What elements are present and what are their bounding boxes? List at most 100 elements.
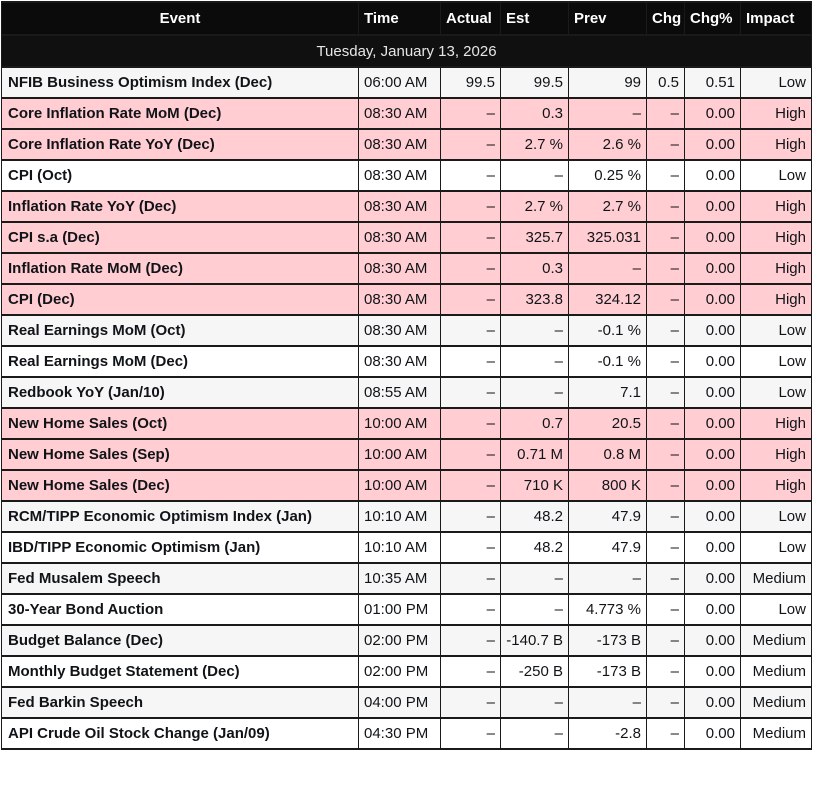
est-value: -250 B (501, 656, 569, 687)
event-row[interactable]: Real Earnings MoM (Dec) 08:30 AM – – -0.… (2, 346, 812, 377)
column-header-impact: Impact (741, 2, 812, 35)
actual-value: – (441, 129, 501, 160)
impact-badge: Low (741, 594, 812, 625)
chg-value: – (647, 532, 685, 563)
event-row[interactable]: 30-Year Bond Auction 01:00 PM – – 4.773 … (2, 594, 812, 625)
event-row[interactable]: Core Inflation Rate MoM (Dec) 08:30 AM –… (2, 98, 812, 129)
event-row[interactable]: NFIB Business Optimism Index (Dec) 06:00… (2, 67, 812, 98)
prev-value: – (569, 687, 647, 718)
column-header-event: Event (2, 2, 359, 35)
actual-value: – (441, 439, 501, 470)
event-name: NFIB Business Optimism Index (Dec) (2, 67, 359, 98)
event-name: Inflation Rate MoM (Dec) (2, 253, 359, 284)
est-value: 325.7 (501, 222, 569, 253)
actual-value: – (441, 284, 501, 315)
chg-value: – (647, 222, 685, 253)
chgpct-value: 0.00 (685, 563, 741, 594)
chg-value: – (647, 284, 685, 315)
event-row[interactable]: Budget Balance (Dec) 02:00 PM – -140.7 B… (2, 625, 812, 656)
event-row[interactable]: Real Earnings MoM (Oct) 08:30 AM – – -0.… (2, 315, 812, 346)
event-name: API Crude Oil Stock Change (Jan/09) (2, 718, 359, 749)
column-header-prev: Prev (569, 2, 647, 35)
event-row[interactable]: Fed Barkin Speech 04:00 PM – – – – 0.00 … (2, 687, 812, 718)
event-name: New Home Sales (Dec) (2, 470, 359, 501)
impact-badge: Low (741, 67, 812, 98)
event-row[interactable]: New Home Sales (Dec) 10:00 AM – 710 K 80… (2, 470, 812, 501)
est-value: – (501, 687, 569, 718)
event-time: 08:55 AM (359, 377, 441, 408)
chg-value: 0.5 (647, 67, 685, 98)
impact-badge: Medium (741, 563, 812, 594)
column-header-chg: Chg (647, 2, 685, 35)
event-time: 06:00 AM (359, 67, 441, 98)
prev-value: 325.031 (569, 222, 647, 253)
chg-value: – (647, 191, 685, 222)
event-row[interactable]: CPI (Oct) 08:30 AM – – 0.25 % – 0.00 Low (2, 160, 812, 191)
chgpct-value: 0.00 (685, 625, 741, 656)
event-name: Fed Musalem Speech (2, 563, 359, 594)
event-name: IBD/TIPP Economic Optimism (Jan) (2, 532, 359, 563)
impact-badge: Medium (741, 718, 812, 749)
event-time: 08:30 AM (359, 284, 441, 315)
impact-badge: High (741, 439, 812, 470)
chgpct-value: 0.00 (685, 501, 741, 532)
calendar-body: NFIB Business Optimism Index (Dec) 06:00… (2, 67, 812, 749)
chg-value: – (647, 129, 685, 160)
actual-value: – (441, 532, 501, 563)
chg-value: – (647, 594, 685, 625)
event-row[interactable]: Inflation Rate YoY (Dec) 08:30 AM – 2.7 … (2, 191, 812, 222)
event-row[interactable]: New Home Sales (Sep) 10:00 AM – 0.71 M 0… (2, 439, 812, 470)
prev-value: – (569, 253, 647, 284)
event-row[interactable]: CPI (Dec) 08:30 AM – 323.8 324.12 – 0.00… (2, 284, 812, 315)
actual-value: – (441, 346, 501, 377)
chgpct-value: 0.51 (685, 67, 741, 98)
chg-value: – (647, 253, 685, 284)
chg-value: – (647, 408, 685, 439)
actual-value: – (441, 501, 501, 532)
impact-badge: High (741, 129, 812, 160)
event-row[interactable]: Inflation Rate MoM (Dec) 08:30 AM – 0.3 … (2, 253, 812, 284)
event-time: 02:00 PM (359, 625, 441, 656)
prev-value: 7.1 (569, 377, 647, 408)
event-row[interactable]: CPI s.a (Dec) 08:30 AM – 325.7 325.031 –… (2, 222, 812, 253)
event-row[interactable]: RCM/TIPP Economic Optimism Index (Jan) 1… (2, 501, 812, 532)
chg-value: – (647, 563, 685, 594)
event-name: Monthly Budget Statement (Dec) (2, 656, 359, 687)
actual-value: – (441, 625, 501, 656)
prev-value: -173 B (569, 656, 647, 687)
actual-value: – (441, 470, 501, 501)
est-value: 0.71 M (501, 439, 569, 470)
impact-badge: Low (741, 315, 812, 346)
event-time: 10:10 AM (359, 501, 441, 532)
prev-value: 47.9 (569, 532, 647, 563)
event-row[interactable]: API Crude Oil Stock Change (Jan/09) 04:3… (2, 718, 812, 749)
event-time: 08:30 AM (359, 129, 441, 160)
event-row[interactable]: Monthly Budget Statement (Dec) 02:00 PM … (2, 656, 812, 687)
actual-value: – (441, 315, 501, 346)
prev-value: 47.9 (569, 501, 647, 532)
prev-value: -2.8 (569, 718, 647, 749)
event-row[interactable]: IBD/TIPP Economic Optimism (Jan) 10:10 A… (2, 532, 812, 563)
event-name: CPI s.a (Dec) (2, 222, 359, 253)
event-row[interactable]: Fed Musalem Speech 10:35 AM – – – – 0.00… (2, 563, 812, 594)
event-row[interactable]: New Home Sales (Oct) 10:00 AM – 0.7 20.5… (2, 408, 812, 439)
prev-value: – (569, 563, 647, 594)
actual-value: – (441, 222, 501, 253)
event-row[interactable]: Redbook YoY (Jan/10) 08:55 AM – – 7.1 – … (2, 377, 812, 408)
event-time: 08:30 AM (359, 98, 441, 129)
prev-value: 2.6 % (569, 129, 647, 160)
event-time: 01:00 PM (359, 594, 441, 625)
prev-value: 0.25 % (569, 160, 647, 191)
chgpct-value: 0.00 (685, 284, 741, 315)
actual-value: – (441, 718, 501, 749)
actual-value: – (441, 377, 501, 408)
chg-value: – (647, 656, 685, 687)
impact-badge: High (741, 284, 812, 315)
event-row[interactable]: Core Inflation Rate YoY (Dec) 08:30 AM –… (2, 129, 812, 160)
event-time: 10:00 AM (359, 439, 441, 470)
impact-badge: Low (741, 501, 812, 532)
event-time: 08:30 AM (359, 346, 441, 377)
est-value: 0.3 (501, 98, 569, 129)
event-name: RCM/TIPP Economic Optimism Index (Jan) (2, 501, 359, 532)
column-header-row: Event Time Actual Est Prev Chg Chg% Impa… (2, 2, 812, 35)
